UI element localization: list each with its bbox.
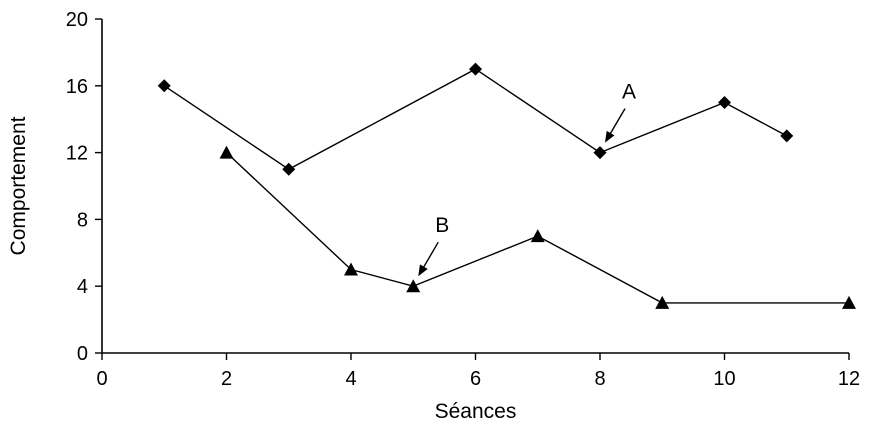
x-axis-title: Séances (435, 400, 517, 423)
annotation-label: B (435, 214, 449, 237)
y-tick-label: 20 (66, 9, 88, 31)
diamond-marker (469, 62, 482, 76)
diamond-marker (718, 96, 731, 109)
series-line-1 (163, 68, 788, 171)
annotation-label: A (622, 81, 636, 104)
y-tick-label: 12 (66, 143, 88, 165)
series-group (157, 62, 856, 309)
diamond-marker (780, 129, 794, 143)
x-tick-label: 4 (345, 368, 356, 390)
x-tick-label: 6 (470, 368, 481, 390)
x-tick-label: 10 (713, 368, 735, 390)
series-line-2 (226, 152, 849, 304)
y-tick-label: 0 (77, 343, 88, 365)
arrowhead-icon (418, 264, 428, 277)
x-tick-label: 8 (594, 368, 605, 390)
y-tick-label: 4 (77, 276, 88, 298)
triangle-marker (219, 145, 234, 159)
triangle-marker (406, 279, 421, 293)
annotation-arrow (420, 241, 439, 272)
annotation-arrow (607, 108, 626, 138)
arrowhead-icon (605, 130, 615, 143)
axis-ticks: 0 2 4 6 8 10 12 0 4 8 12 16 20 (66, 9, 860, 390)
y-tick-label: 16 (66, 76, 88, 98)
y-axis-title: Comportement (7, 116, 30, 255)
triangle-marker (344, 262, 358, 276)
triangle-marker (842, 295, 856, 309)
x-tick-label: 0 (96, 368, 107, 390)
diamond-marker (157, 79, 171, 93)
x-tick-label: 12 (838, 368, 860, 390)
triangle-marker (530, 229, 545, 243)
diamond-marker (282, 162, 296, 176)
diamond-marker (593, 146, 607, 160)
x-tick-label: 2 (221, 368, 232, 390)
y-tick-label: 8 (77, 209, 88, 231)
triangle-marker (655, 295, 670, 309)
annotations-group: AB (418, 81, 636, 277)
